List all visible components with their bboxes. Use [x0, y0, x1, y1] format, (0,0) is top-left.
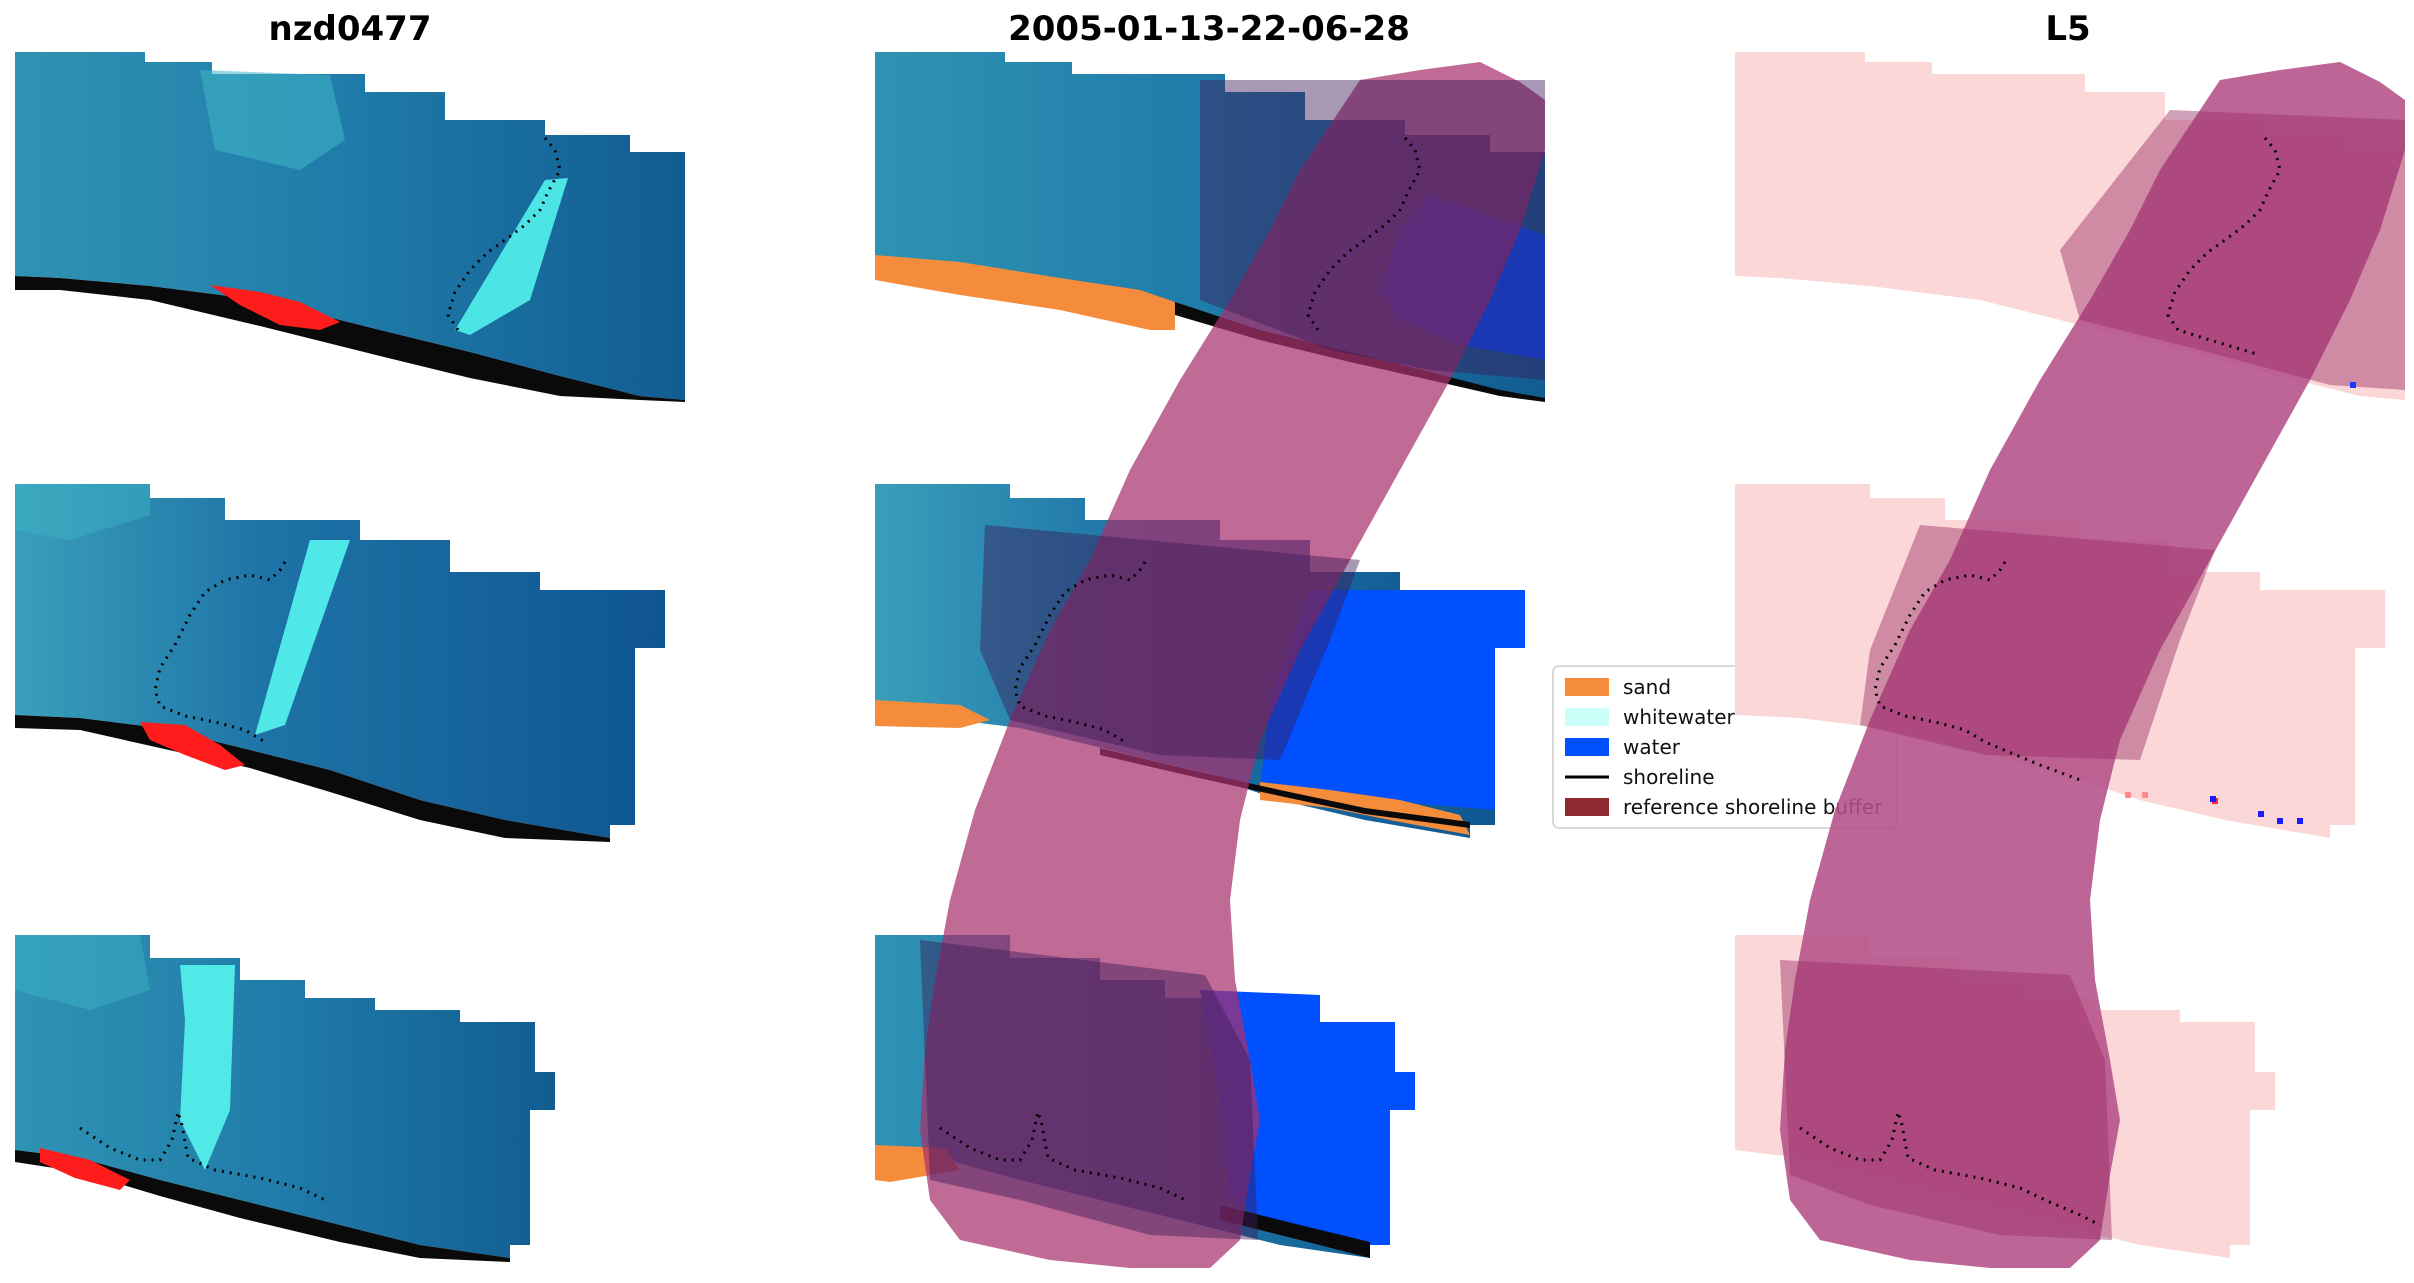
mask-speck [2210, 796, 2216, 802]
beach-shadow [15, 276, 685, 402]
mask-speck [2142, 792, 2148, 798]
legend-item-water: water [1565, 735, 1681, 759]
buffer-overlap [2060, 110, 2405, 390]
legend-swatch-whitewater [1565, 708, 1609, 726]
buffer-overlap [920, 940, 1258, 1240]
shoreline [2166, 137, 2282, 357]
panel-title-classification: 2005-01-13-22-06-28 [1008, 9, 1410, 49]
ocean-area [15, 484, 665, 838]
reference-shoreline-buffer [920, 62, 1545, 1268]
legend-label-water: water [1623, 735, 1681, 759]
panel-title-mask: L5 [2045, 9, 2090, 49]
beach-shadow [15, 715, 610, 842]
mask-speck [2277, 818, 2283, 824]
legend-swatch-water [1565, 738, 1609, 756]
mask-speck [2125, 792, 2131, 798]
panel-title-satellite: nzd0477 [269, 9, 432, 49]
panel-mask: L5 [1735, 9, 2405, 1268]
red-vegetation [210, 285, 340, 330]
red-vegetation [40, 1148, 130, 1190]
red-vegetation [140, 722, 245, 770]
legend-swatch-reference-buffer [1565, 798, 1609, 816]
beach-shadow [1175, 302, 1545, 402]
reference-shoreline-buffer [1780, 62, 2405, 1268]
legend-label-whitewater: whitewater [1623, 705, 1735, 729]
legend-item-sand: sand [1565, 675, 1671, 699]
panel-classification: 2005-01-13-22-06-28 [875, 9, 1545, 1268]
legend-item-whitewater: whitewater [1565, 705, 1735, 729]
ocean-area [15, 52, 685, 400]
satellite-strip-middle [15, 484, 665, 842]
water-pixels [1200, 990, 1415, 1245]
legend-label-shoreline: shoreline [1623, 765, 1715, 789]
mask-speck [2350, 382, 2356, 388]
lagoon-patch [15, 935, 150, 1010]
sand-pixels [875, 255, 1175, 330]
beach-shadow [1220, 1205, 1370, 1258]
panel-satellite: nzd0477 [15, 9, 685, 1262]
buffer-overlap [1780, 960, 2112, 1240]
mask-speck [2297, 818, 2303, 824]
satellite-strip-bottom [15, 935, 555, 1262]
buffer-overlap [1860, 525, 2215, 760]
surf-band [255, 540, 350, 735]
beach-shadow [1100, 748, 1470, 828]
lagoon-patch [15, 484, 150, 540]
surf-band [180, 965, 235, 1170]
lagoon-patch [200, 70, 345, 170]
legend-item-shoreline: shoreline [1565, 765, 1715, 789]
beach-shadow [15, 1150, 510, 1262]
shoreline [1306, 137, 1422, 331]
buffer-overlap [1200, 80, 1545, 380]
water-pixels [1260, 590, 1525, 810]
surf-band [455, 178, 568, 335]
satellite-strip-top [15, 52, 685, 402]
sand-pixels [875, 700, 990, 728]
mask-speck [2258, 811, 2264, 817]
legend-swatch-sand [1565, 678, 1609, 696]
buffer-overlap [980, 525, 1360, 760]
shoreline [446, 137, 562, 331]
legend-label-sand: sand [1623, 675, 1671, 699]
